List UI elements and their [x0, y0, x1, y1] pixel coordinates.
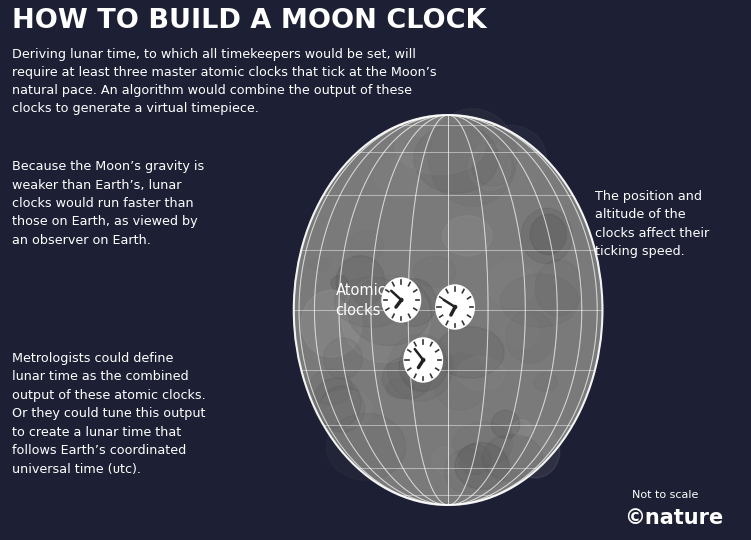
Ellipse shape [294, 115, 602, 505]
Ellipse shape [432, 447, 459, 474]
Ellipse shape [399, 340, 448, 392]
Text: Metrologists could define
lunar time as the combined
output of these atomic cloc: Metrologists could define lunar time as … [12, 352, 206, 476]
Ellipse shape [501, 314, 539, 349]
Ellipse shape [324, 338, 363, 379]
Ellipse shape [469, 144, 511, 190]
Ellipse shape [436, 285, 475, 329]
Ellipse shape [319, 390, 372, 428]
Ellipse shape [487, 261, 535, 308]
Ellipse shape [521, 208, 572, 264]
Ellipse shape [530, 214, 566, 255]
Ellipse shape [327, 413, 406, 480]
Ellipse shape [445, 449, 488, 493]
Text: Atomic
clocks: Atomic clocks [336, 283, 386, 318]
Ellipse shape [394, 279, 436, 326]
Ellipse shape [301, 291, 362, 357]
Text: Because the Moon’s gravity is
weaker than Earth’s, lunar
clocks would run faster: Because the Moon’s gravity is weaker tha… [12, 160, 204, 247]
Ellipse shape [458, 444, 491, 475]
Ellipse shape [534, 373, 557, 391]
Ellipse shape [382, 357, 432, 399]
Ellipse shape [336, 255, 385, 308]
Ellipse shape [334, 277, 409, 327]
Ellipse shape [436, 327, 504, 378]
Ellipse shape [411, 357, 427, 370]
Ellipse shape [535, 260, 582, 316]
Ellipse shape [342, 276, 430, 362]
Ellipse shape [309, 369, 352, 405]
Ellipse shape [428, 109, 517, 206]
Ellipse shape [513, 420, 532, 437]
Text: The position and
altitude of the
clocks affect their
ticking speed.: The position and altitude of the clocks … [596, 190, 710, 259]
Circle shape [421, 359, 425, 362]
Ellipse shape [331, 275, 348, 291]
Text: ©nature: ©nature [624, 508, 724, 528]
Ellipse shape [414, 256, 456, 287]
Ellipse shape [382, 278, 421, 322]
Ellipse shape [457, 356, 505, 390]
Ellipse shape [505, 310, 554, 363]
Ellipse shape [472, 150, 514, 186]
Ellipse shape [313, 378, 361, 428]
Text: HOW TO BUILD A MOON CLOCK: HOW TO BUILD A MOON CLOCK [12, 8, 487, 34]
Ellipse shape [455, 442, 509, 489]
Ellipse shape [405, 137, 432, 154]
Ellipse shape [388, 334, 453, 401]
Circle shape [454, 306, 457, 308]
Ellipse shape [501, 274, 578, 327]
Ellipse shape [319, 386, 365, 432]
Circle shape [400, 299, 403, 301]
Ellipse shape [482, 435, 542, 481]
Text: Not to scale: Not to scale [632, 490, 698, 500]
Ellipse shape [328, 303, 353, 322]
Ellipse shape [348, 275, 431, 346]
Ellipse shape [491, 410, 520, 438]
Text: Deriving lunar time, to which all timekeepers would be set, will
require at leas: Deriving lunar time, to which all timeke… [12, 48, 436, 115]
Ellipse shape [442, 215, 492, 256]
Ellipse shape [349, 230, 383, 262]
Ellipse shape [475, 125, 547, 191]
Ellipse shape [395, 118, 485, 174]
Ellipse shape [414, 124, 499, 193]
Ellipse shape [510, 425, 559, 478]
Ellipse shape [453, 422, 513, 466]
Ellipse shape [386, 379, 414, 399]
Ellipse shape [404, 338, 442, 382]
